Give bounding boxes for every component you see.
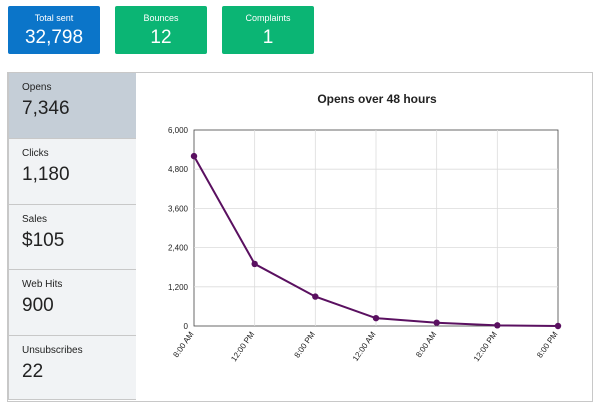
data-point [554,322,562,330]
data-point [494,322,501,329]
metric-web-hits[interactable]: Web Hits 900 [8,270,136,336]
data-point [372,314,380,322]
data-point [251,260,258,268]
data-point [433,319,440,326]
y-tick-label: 1,200 [168,283,189,292]
x-tick-label: 8:00 AM [171,330,195,359]
metric-value: 22 [22,361,44,382]
metric-label: Clicks [22,148,49,159]
x-tick-label: 8:00 PM [293,330,318,360]
bounces-card[interactable]: Bounces 12 [115,6,207,54]
metric-value: 7,346 [22,98,70,119]
total-sent-card[interactable]: Total sent 32,798 [8,6,100,54]
metric-clicks[interactable]: Clicks 1,180 [8,139,136,205]
x-tick-label: 12:00 PM [229,330,256,363]
metric-value: 900 [22,295,54,316]
metric-sales[interactable]: Sales $105 [8,205,136,270]
complaints-label: Complaints [245,13,291,23]
metric-value: $105 [22,230,65,251]
metric-label: Sales [22,214,48,225]
metric-unsubscribes[interactable]: Unsubscribes 22 [8,336,136,400]
x-tick-label: 8:00 AM [414,330,438,359]
y-tick-label: 0 [184,322,189,331]
x-tick-label: 12:00 AM [351,330,378,363]
chart-title: Opens over 48 hours [317,92,437,106]
metric-label: Opens [22,82,52,93]
x-tick-label: 12:00 PM [472,330,499,363]
data-point [312,293,319,300]
bounces-value: 12 [150,27,172,48]
metric-opens[interactable]: Opens 7,346 [8,73,136,139]
y-tick-label: 3,600 [168,204,189,213]
data-point [190,152,198,160]
metric-label: Web Hits [22,279,63,290]
metric-value: 1,180 [22,164,70,185]
complaints-card[interactable]: Complaints 1 [222,6,314,54]
x-tick-label: 8:00 PM [535,330,560,360]
y-tick-label: 6,000 [168,126,189,135]
metric-label: Unsubscribes [22,345,83,356]
y-tick-label: 4,800 [168,165,189,174]
total-sent-label: Total sent [34,13,74,23]
complaints-value: 1 [262,27,274,48]
y-tick-label: 2,400 [168,244,189,253]
bounces-label: Bounces [143,13,179,23]
opens-chart: 0 1,200 2,400 3,600 4,800 6,000 8:00 AM 12:00 P… [168,126,562,363]
total-sent-value: 32,798 [24,27,84,48]
